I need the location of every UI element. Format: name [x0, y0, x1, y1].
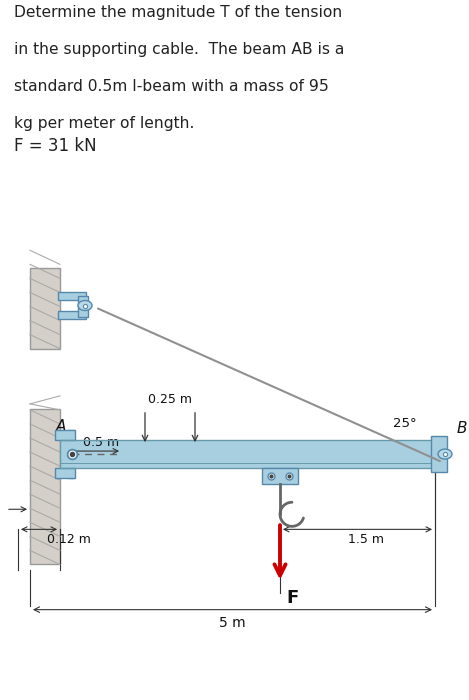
Bar — [60, 445, 435, 463]
Text: Determine the magnitude T of the tension: Determine the magnitude T of the tension — [14, 5, 342, 20]
Bar — [55, 430, 75, 440]
Bar — [262, 468, 298, 484]
Text: 25°: 25° — [393, 417, 416, 430]
Ellipse shape — [78, 300, 92, 311]
Text: 0.5 m: 0.5 m — [83, 436, 119, 449]
Text: A: A — [56, 419, 66, 434]
Bar — [60, 440, 435, 468]
Text: in the supporting cable.  The beam AB is a: in the supporting cable. The beam AB is … — [14, 42, 344, 57]
Ellipse shape — [438, 449, 452, 459]
Bar — [30, 409, 60, 564]
Bar — [58, 311, 86, 318]
Bar — [58, 293, 86, 300]
Bar — [30, 268, 60, 349]
Bar — [431, 436, 447, 472]
Text: 0.25 m: 0.25 m — [148, 393, 192, 406]
Bar — [68, 430, 74, 478]
Text: 5 m: 5 m — [219, 616, 246, 630]
Text: standard 0.5m I-beam with a mass of 95: standard 0.5m I-beam with a mass of 95 — [14, 79, 329, 94]
Text: F = 31 kN: F = 31 kN — [14, 136, 97, 155]
Text: 1.5 m: 1.5 m — [348, 533, 384, 547]
Text: B: B — [457, 421, 468, 436]
Bar — [55, 468, 75, 478]
Bar — [78, 297, 88, 316]
Text: kg per meter of length.: kg per meter of length. — [14, 116, 195, 131]
Bar — [60, 463, 435, 468]
Text: F: F — [286, 589, 298, 607]
Text: 0.12 m: 0.12 m — [47, 533, 91, 547]
Bar — [60, 440, 435, 445]
